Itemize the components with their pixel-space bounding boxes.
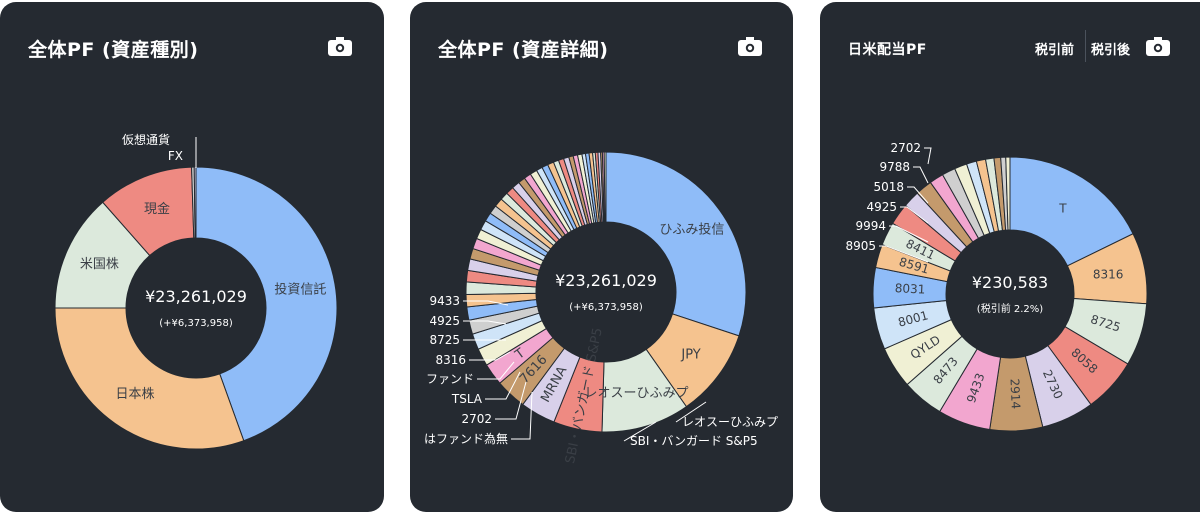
- card-title: 全体PF (資産種別): [28, 39, 199, 61]
- asset-detail-card: 全体PF (資産詳細) ひふみ投信 JPY レオスーひふみプ SBI・バンガード S&…: [410, 2, 793, 512]
- slice-label-4925: 4925: [866, 200, 897, 214]
- leader-line: [623, 421, 657, 442]
- leader-line: [511, 391, 533, 440]
- leader-line: [675, 401, 707, 423]
- slice-item-0[interactable]: [195, 166, 338, 442]
- slice-label-2914: 2914: [1007, 378, 1022, 409]
- leader-line: [495, 381, 527, 420]
- slice-label-8725: 8725: [429, 333, 460, 347]
- slice-label-5018: 5018: [873, 180, 904, 194]
- slice-item-5[interactable]: [193, 166, 197, 239]
- center-total-value: ¥23,261,029: [145, 287, 247, 306]
- post-tax-toggle[interactable]: 税引後: [1091, 43, 1131, 58]
- asset-type-card: 全体PF (資産種別) 投資信託日本株 米国株 現金 FX 仮想通貨 ¥23,261,02…: [0, 2, 384, 512]
- center-total-value: ¥230,583: [972, 273, 1048, 292]
- leader-line: [889, 225, 929, 243]
- slice-label-fx: FX: [168, 149, 183, 163]
- dividend-card: 日米配当PF 税引前 税引後 T 8316 8725 8058 2730 2914 9433…: [820, 2, 1200, 512]
- slice-label-item-5: 仮想通貨: [122, 132, 170, 147]
- dividend-donut-chart: T8316872580582730291494338473QYLD8001803…: [845, 141, 1148, 432]
- slice-label-9788: 9788: [879, 160, 910, 174]
- slice-label-9994: 9994: [855, 219, 886, 233]
- slice-label-4925: 4925: [429, 314, 460, 328]
- slices: [465, 151, 747, 433]
- slice-label-jpy: JPY: [680, 348, 700, 363]
- slice-label-item-2: 米国株: [80, 257, 119, 272]
- leader-line: [907, 186, 929, 204]
- slice-label-sbisp5: SBI・バンガード S&P5: [630, 434, 758, 448]
- leader-line: [469, 351, 511, 361]
- slice-label-item-0: ひふみ投信: [659, 221, 724, 237]
- slice-label-item-7: はファンド為無: [424, 431, 508, 446]
- slice-label-9433: 9433: [429, 294, 460, 308]
- slices: [54, 166, 338, 450]
- camera-icon[interactable]: [328, 36, 352, 56]
- leader-line: [924, 147, 932, 165]
- leader-line: [900, 206, 929, 224]
- slice-label-8316: 8316: [1093, 267, 1124, 281]
- leader-line: [913, 166, 929, 184]
- leader-line: [485, 371, 521, 400]
- card-title: 日米配当PF: [848, 42, 927, 58]
- camera-icon[interactable]: [738, 36, 762, 56]
- leader-line: [463, 320, 507, 325]
- slice-label-item-0: 投資信託: [274, 281, 326, 297]
- leader-line: [477, 361, 515, 380]
- camera-icon[interactable]: [1146, 36, 1170, 56]
- slice-item-1[interactable]: [54, 307, 245, 450]
- leader-line: [879, 245, 929, 263]
- slice-label-tsla: TSLA: [451, 392, 483, 406]
- slice-label-8031: 8031: [895, 281, 926, 296]
- slice-label-2702: 2702: [461, 412, 492, 426]
- slices: [872, 156, 1148, 432]
- slice-t[interactable]: [1009, 156, 1134, 267]
- slice-label-item-2: レオスーひふみプ: [584, 386, 688, 401]
- center-sub-value: (+¥6,373,958): [159, 318, 233, 329]
- pre-tax-toggle[interactable]: 税引前: [1035, 43, 1075, 58]
- center-sub-value: (+¥6,373,958): [569, 302, 643, 313]
- slice-item-45[interactable]: [603, 151, 607, 223]
- slice-label-item-3: 現金: [144, 201, 170, 217]
- slice-item-24[interactable]: [1005, 156, 1011, 231]
- slice-label-item-2: レオスーひふみプ: [682, 415, 778, 429]
- center-total-value: ¥23,261,029: [555, 271, 657, 290]
- slice-label-8316: 8316: [435, 353, 466, 367]
- card-title: 全体PF (資産詳細): [438, 39, 609, 61]
- leader-line: [463, 300, 509, 306]
- slice-label-item-10: ファンド: [426, 372, 474, 386]
- slice-label-2702: 2702: [890, 141, 921, 155]
- slice-item-0[interactable]: [605, 151, 747, 337]
- slice-label-8905: 8905: [845, 239, 876, 253]
- toggle-divider: [1085, 30, 1086, 62]
- slice-label-t: T: [1058, 202, 1067, 216]
- slice-label-item-1: 日本株: [116, 387, 155, 402]
- center-sub-value: (税引前 2.2%): [977, 302, 1043, 315]
